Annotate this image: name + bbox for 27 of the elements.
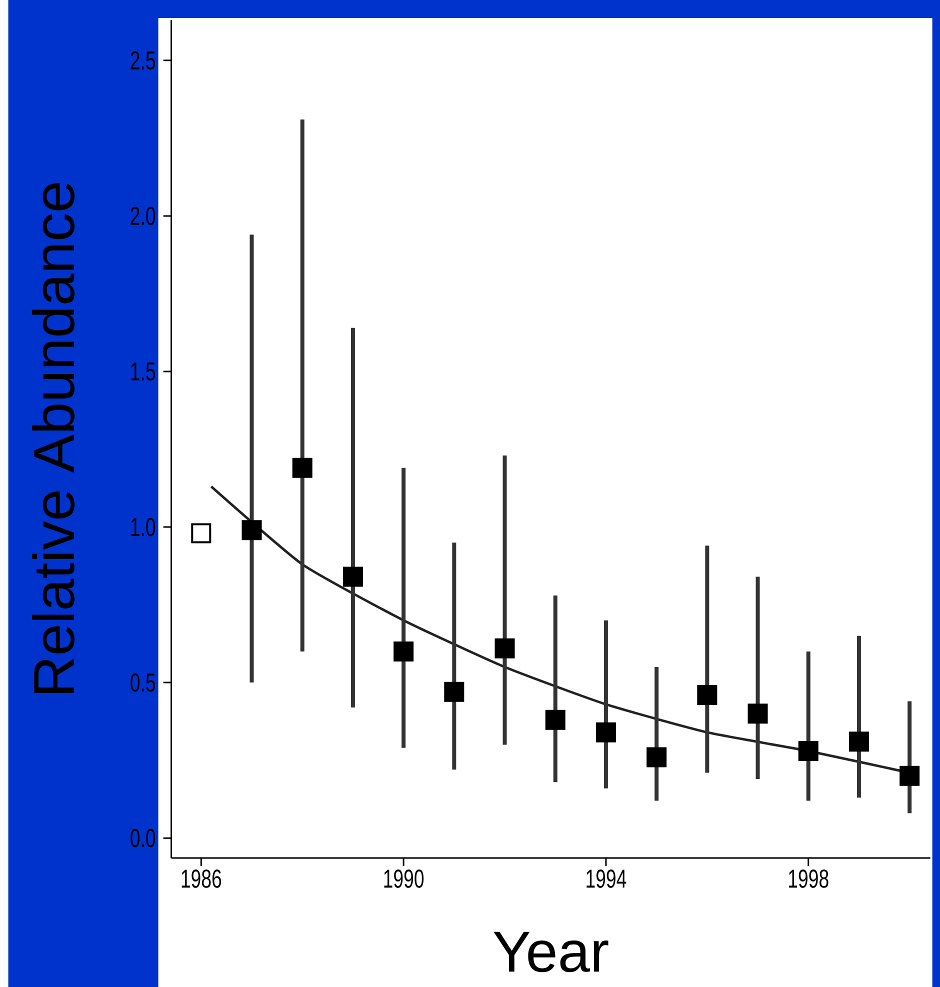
point [494, 638, 515, 658]
point [342, 566, 363, 587]
point [646, 747, 666, 768]
point [748, 704, 768, 724]
y-tick-label: 1.0 [131, 518, 155, 536]
point [393, 641, 414, 662]
point [899, 766, 920, 786]
point [798, 740, 818, 761]
y-axis-title: Relative Abundance [32, 183, 74, 693]
y-tick-label: 1.5 [131, 362, 155, 381]
point [697, 685, 718, 705]
x-tick-label: 1986 [182, 870, 221, 888]
point [242, 520, 262, 540]
y-tick-label: 0.5 [130, 673, 155, 692]
point [596, 722, 616, 742]
y-tick-label: 2.0 [130, 206, 155, 226]
point [444, 682, 464, 702]
point [191, 523, 212, 544]
x-tick-label: 1998 [788, 870, 828, 888]
y-tick-label: 0.0 [130, 828, 155, 848]
x-tick-label: 1990 [384, 870, 424, 888]
point [545, 710, 566, 730]
point [292, 458, 312, 478]
x-axis-title: Year [494, 932, 608, 972]
y-tick-label: 2.5 [130, 51, 155, 70]
x-tick-label: 1994 [586, 870, 626, 888]
point [848, 732, 869, 752]
